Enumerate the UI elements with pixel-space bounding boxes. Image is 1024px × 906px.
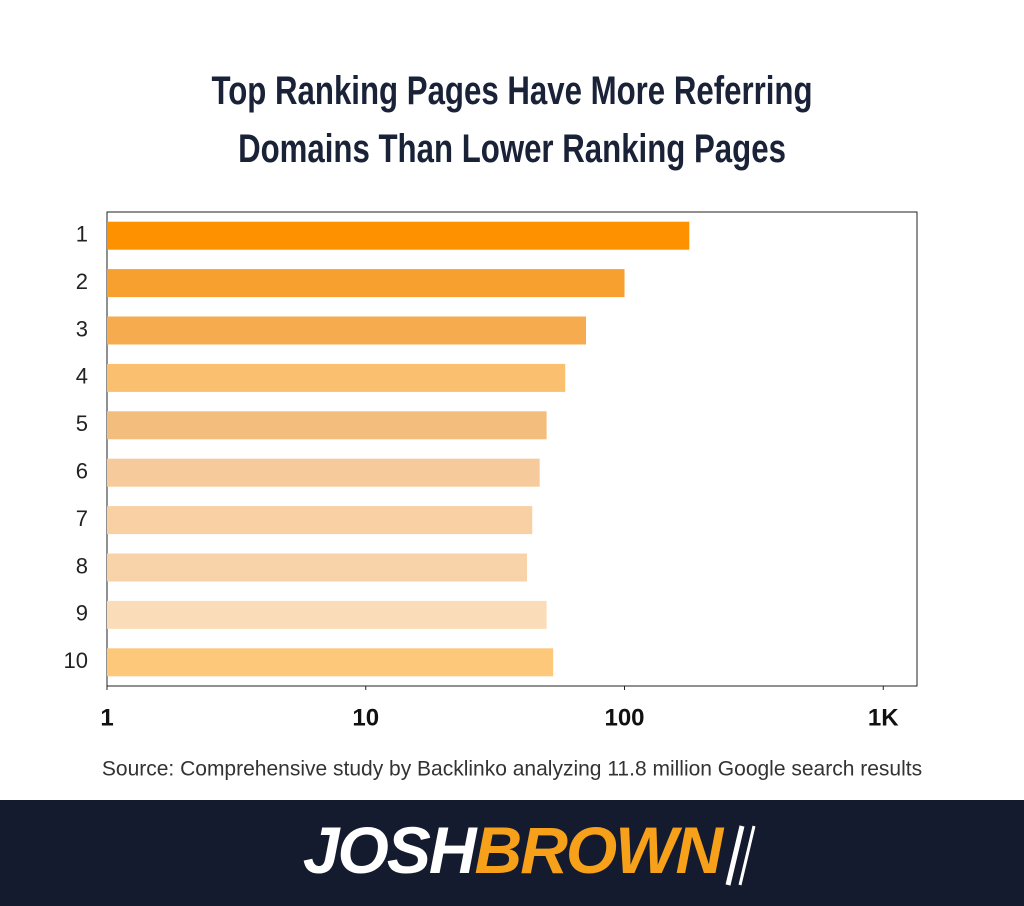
chart-title: Top Ranking Pages Have More Referring Do… bbox=[211, 69, 813, 171]
plot-frame bbox=[106, 211, 918, 687]
bar bbox=[107, 648, 554, 677]
brand-first: JOSH bbox=[303, 813, 478, 887]
bar bbox=[107, 221, 690, 250]
footer-band bbox=[0, 800, 1024, 906]
y-tick-label: 10 bbox=[64, 648, 88, 673]
y-tick-label: 9 bbox=[76, 601, 88, 626]
y-tick-label: 2 bbox=[76, 269, 88, 294]
y-tick-label: 6 bbox=[76, 459, 88, 484]
x-tick-label: 100 bbox=[604, 704, 644, 731]
bar bbox=[107, 269, 625, 298]
y-tick-label: 1 bbox=[76, 222, 88, 247]
logo-stripe bbox=[725, 825, 745, 886]
y-tick-label: 4 bbox=[76, 364, 88, 389]
y-tick-label: 7 bbox=[76, 506, 88, 531]
y-tick-label: 3 bbox=[76, 316, 88, 341]
source-note: Source: Comprehensive study by Backlinko… bbox=[102, 758, 922, 781]
bar bbox=[107, 600, 547, 629]
bar bbox=[107, 411, 547, 440]
bar bbox=[107, 506, 533, 535]
y-tick-label: 8 bbox=[76, 553, 88, 578]
bar bbox=[107, 363, 566, 392]
x-tick-label: 10 bbox=[352, 704, 379, 731]
x-tick-label: 1K bbox=[868, 704, 899, 731]
brand-logo: JOSHBROWN bbox=[303, 813, 725, 887]
x-tick-label: 1 bbox=[100, 704, 113, 731]
logo-stripe bbox=[738, 825, 756, 886]
bar bbox=[107, 316, 587, 345]
y-tick-label: 5 bbox=[76, 411, 88, 436]
bar bbox=[107, 553, 528, 582]
brand-second: BROWN bbox=[475, 813, 725, 887]
bar bbox=[107, 458, 540, 487]
